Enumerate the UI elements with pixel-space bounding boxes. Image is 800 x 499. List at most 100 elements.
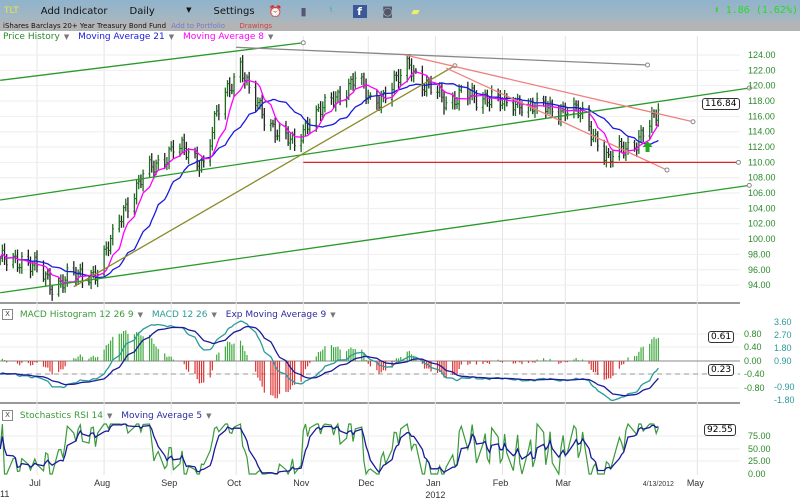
legend-macd-histogram[interactable]: MACD Histogram 12 26 9: [19, 310, 134, 320]
x-tick-label: Oct: [227, 478, 242, 488]
signal-line: [0, 325, 659, 397]
chevron-down-icon[interactable]: ▼: [63, 33, 70, 41]
y-tick-label: 124.00: [748, 50, 776, 60]
chevron-down-icon[interactable]: ▼: [211, 311, 217, 319]
legend-price-history[interactable]: Price History: [3, 32, 60, 42]
x-tick-label: Feb: [493, 478, 509, 488]
y-tick-label: 108.00: [748, 173, 776, 183]
chevron-down-icon[interactable]: ▼: [106, 412, 113, 420]
macd-tick-label: 0.90: [774, 356, 792, 366]
trendline: [445, 67, 668, 171]
trendline: [73, 65, 456, 288]
legend-ema9[interactable]: Exp Moving Average 9: [225, 310, 327, 320]
macd-tick-label: 1.80: [774, 343, 792, 353]
alarm-clock-icon[interactable]: ⏰: [268, 4, 283, 18]
legend-ma21[interactable]: Moving Average 21: [78, 32, 165, 42]
y-tick-label: 98.00: [748, 249, 771, 259]
chevron-down-icon[interactable]: ▼: [168, 33, 175, 41]
stoch-tick-label: 75.00: [748, 431, 771, 441]
chevron-down-icon[interactable]: ▼: [330, 311, 336, 319]
legend-stoch-rsi[interactable]: Stochastics RSI 14: [19, 411, 103, 421]
trendline: [0, 42, 304, 81]
y-tick-label: 120.00: [748, 81, 776, 91]
close-panel-button[interactable]: X: [2, 309, 13, 320]
legend-macd[interactable]: MACD 12 26: [151, 310, 208, 320]
add-to-portfolio-link[interactable]: Add to Portfolio: [171, 22, 226, 30]
twitter-icon[interactable]: ᵗ: [329, 4, 334, 18]
fund-name: iShares Barclays 20+ Year Treasury Bond …: [3, 22, 167, 30]
y-tick-label: 106.00: [748, 188, 776, 198]
y-tick-label: 122.00: [748, 65, 776, 75]
macd-tick-label: 2.70: [774, 330, 792, 340]
histogram-last-box: 0.61: [708, 331, 735, 343]
change-value: 1.86 (1.62%): [725, 5, 798, 16]
close-panel-button[interactable]: X: [2, 410, 13, 421]
moving-average-8-line: [0, 71, 659, 284]
histogram-tick-label: -0.40: [744, 369, 765, 379]
moving-average-21-line: [0, 82, 659, 279]
chevron-down-icon[interactable]: ▼: [137, 311, 144, 319]
macd-line: [0, 320, 659, 402]
x-tick-label: 4/13/2012: [643, 481, 674, 488]
stoch-ma5-line: [0, 423, 659, 475]
x-tick-label: May: [687, 478, 705, 488]
stoch-tick-label: 0.00: [748, 469, 766, 479]
stoch-last-box: 92.55: [704, 424, 736, 436]
stoch-tick-label: 50.00: [748, 444, 771, 454]
period-select[interactable]: Daily ▼: [130, 6, 192, 17]
macd-tick-label: -0.90: [774, 382, 795, 392]
y-tick-label: 94.00: [748, 280, 771, 290]
price-panel: [0, 36, 740, 302]
stoch-rsi-line: [0, 422, 659, 476]
macd-legend: X MACD Histogram 12 26 9 ▼ MACD 12 26 ▼ Ex…: [2, 309, 342, 320]
chevron-down-icon[interactable]: ▼: [206, 412, 212, 420]
y-tick-label: 112.00: [748, 142, 775, 152]
price-legend: Price History ▼ Moving Average 21 ▼ Moving…: [3, 32, 279, 42]
trendline-handle: [664, 167, 670, 173]
macd-tick-label: -1.80: [774, 395, 795, 405]
symbol-label: TLT: [4, 6, 19, 16]
x-tick-label: Jan: [426, 478, 441, 488]
subheader: iShares Barclays 20+ Year Treasury Bond …: [0, 22, 800, 31]
stoch-legend: X Stochastics RSI 14 ▼ Moving Average 5 ▼: [2, 410, 218, 421]
y-tick-label: 100.00: [748, 234, 776, 244]
y-tick-label: 96.00: [748, 265, 771, 275]
histogram-bars: [1, 330, 659, 399]
trendline: [236, 46, 648, 66]
year-label: 11: [0, 489, 9, 499]
macd-tick-label: 3.60: [774, 317, 792, 327]
trendline: [0, 184, 750, 294]
x-tick-label: Aug: [94, 478, 110, 488]
legend-ma5[interactable]: Moving Average 5: [121, 411, 203, 421]
note-icon[interactable]: ▰: [411, 4, 420, 18]
book-icon[interactable]: ▮: [300, 4, 307, 18]
stoch-tick-label: 25.00: [748, 456, 771, 466]
x-tick-label: Nov: [293, 478, 310, 488]
histogram-tick-label: 0.40: [744, 342, 762, 352]
x-tick-label: Mar: [556, 478, 572, 488]
trendline: [0, 87, 750, 201]
price-change: ⬆ 1.86 (1.62%): [714, 5, 798, 16]
chevron-down-icon: ▼: [186, 5, 192, 14]
facebook-icon[interactable]: f: [352, 4, 367, 18]
y-tick-label: 102.00: [748, 219, 776, 229]
legend-ma8[interactable]: Moving Average 8: [183, 32, 264, 42]
settings-button[interactable]: Settings: [213, 5, 255, 17]
chevron-down-icon[interactable]: ▼: [267, 33, 274, 41]
y-tick-label: 104.00: [748, 203, 776, 213]
histogram-tick-label: -0.80: [744, 383, 765, 393]
last-price-box: 116.84: [702, 98, 740, 110]
x-tick-label: Dec: [358, 478, 375, 488]
price-bars: [0, 53, 660, 301]
arrow-up-icon: [642, 141, 653, 153]
drawings-link[interactable]: Drawings: [239, 22, 273, 30]
arrow-up-icon: ⬆: [713, 5, 720, 16]
toolbar: TLT Add Indicator Daily ▼ Settings ⏰ ▮ ᵗ …: [0, 0, 800, 22]
trendline-handle: [645, 62, 651, 68]
camera-icon[interactable]: ◙: [382, 4, 393, 18]
histogram-tick-label: 0.00: [744, 356, 762, 366]
x-tick-label: Sep: [161, 478, 177, 488]
add-indicator-button[interactable]: Add Indicator: [40, 5, 108, 17]
x-tick-label: Jul: [29, 478, 41, 488]
